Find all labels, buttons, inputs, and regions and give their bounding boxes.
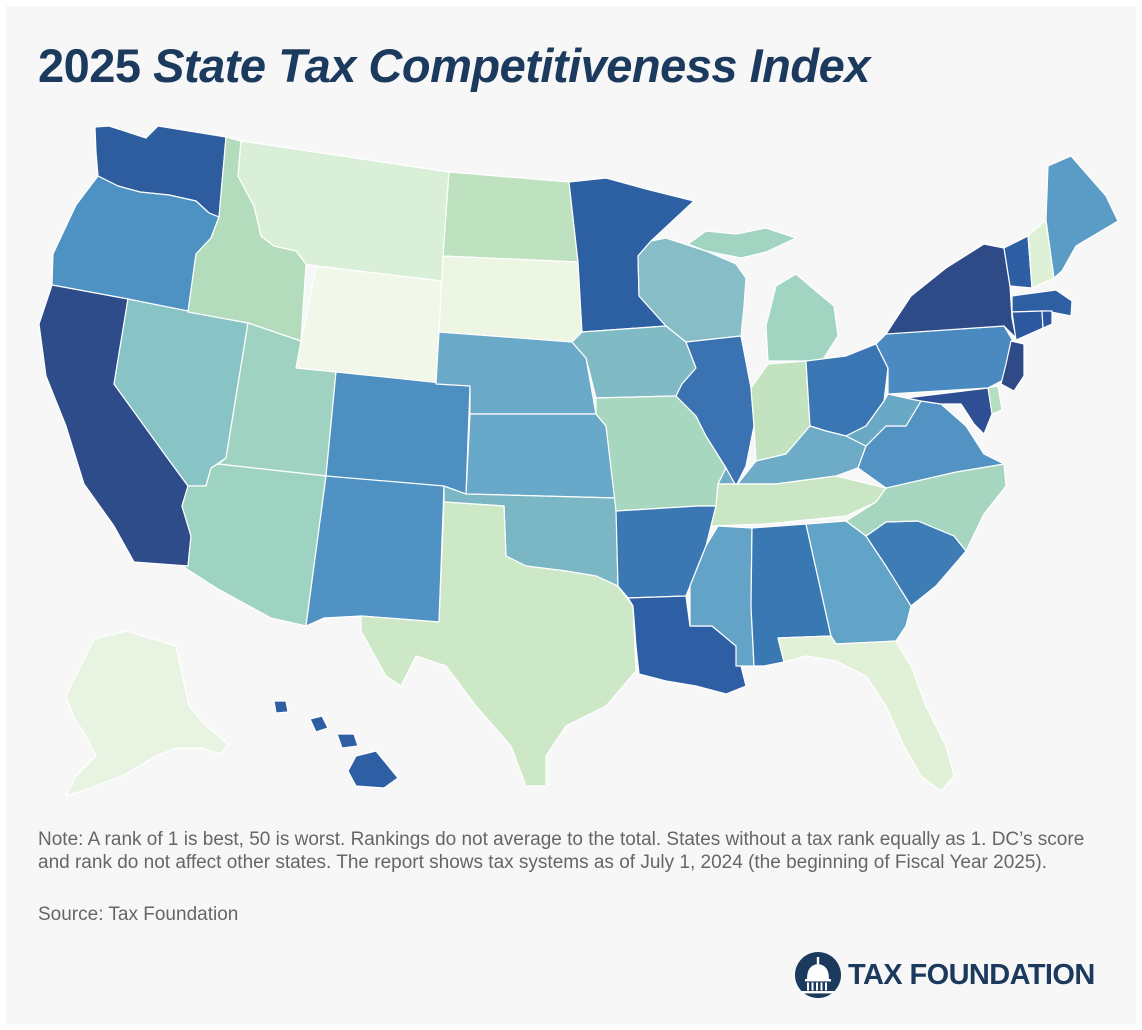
state-west-virginia[interactable]	[845, 393, 922, 447]
state-rhode-island[interactable]	[1041, 310, 1053, 329]
title-year: 2025	[38, 39, 141, 92]
state-pennsylvania[interactable]	[875, 325, 1017, 395]
state-new-mexico[interactable]	[305, 475, 445, 627]
map-card: 2025 State Tax Competitiveness Index Not…	[6, 6, 1136, 1024]
source-line: Source: Tax Foundation	[38, 904, 239, 925]
state-mississippi[interactable]	[689, 525, 755, 667]
state-new-york[interactable]	[885, 243, 1017, 339]
state-maine[interactable]	[1045, 155, 1119, 279]
state-texas[interactable]	[360, 501, 637, 787]
footnote: Note: A rank of 1 is best, 50 is worst. …	[38, 829, 1085, 873]
title-index-name: State Tax Competitiveness Index	[153, 39, 870, 92]
state-maryland[interactable]	[905, 387, 993, 435]
page-title: 2025 State Tax Competitiveness Index	[38, 40, 870, 92]
state-colorado[interactable]	[325, 371, 471, 495]
state-new-jersey[interactable]	[1000, 340, 1025, 392]
state-wyoming[interactable]	[295, 265, 443, 385]
state-north-dakota[interactable]	[442, 171, 579, 263]
us-choropleth-map	[38, 125, 1119, 797]
capitol-dome-icon	[795, 952, 841, 998]
state-hawaii-main[interactable]	[347, 750, 399, 789]
state-arizona[interactable]	[181, 463, 327, 627]
state-kansas[interactable]	[465, 413, 617, 499]
state-hawaii-kauai[interactable]	[273, 700, 289, 714]
state-connecticut[interactable]	[1011, 310, 1044, 341]
tax-foundation-logo: TAX FOUNDATION	[794, 950, 1095, 1000]
states-layer	[38, 125, 1119, 797]
state-south-dakota[interactable]	[438, 255, 583, 343]
state-michigan-upper[interactable]	[687, 227, 797, 259]
state-hawaii-maui[interactable]	[336, 733, 359, 749]
state-florida[interactable]	[777, 635, 955, 792]
state-alaska[interactable]	[65, 630, 229, 797]
state-hawaii-oahu[interactable]	[309, 715, 329, 733]
state-michigan-lower[interactable]	[765, 273, 839, 362]
logo-text: TAX FOUNDATION	[848, 958, 1095, 991]
